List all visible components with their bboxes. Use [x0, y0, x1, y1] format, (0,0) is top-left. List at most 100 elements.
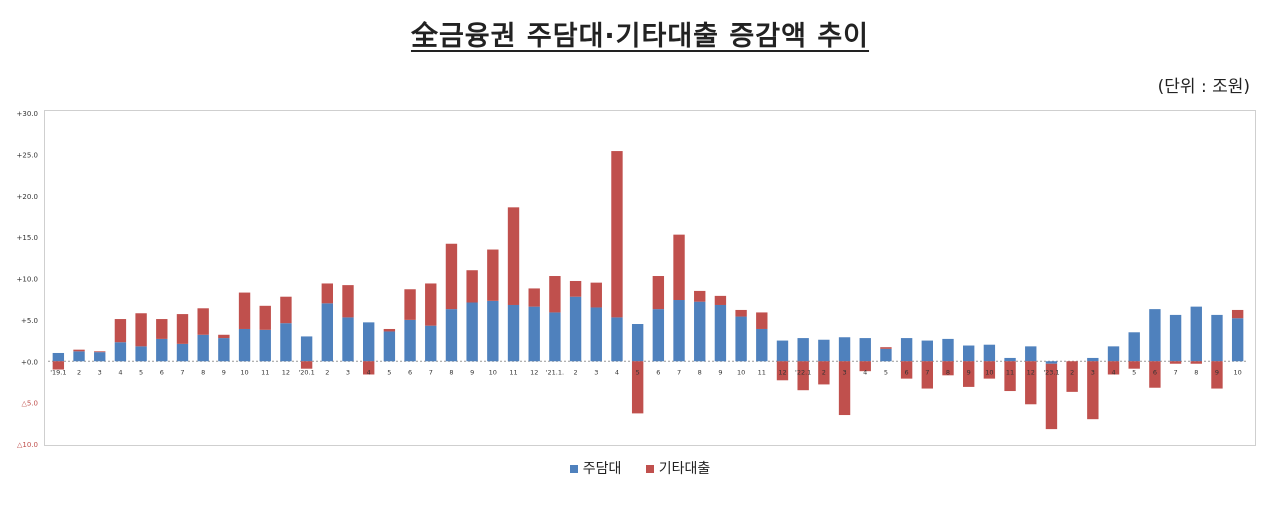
bar-mortgage [52, 352, 65, 362]
y-tick-label: +25.0 [17, 151, 38, 159]
bar-other-loans [425, 283, 437, 326]
bar-mortgage [694, 301, 706, 362]
bar-other-loans [1087, 361, 1099, 420]
x-tick-label: 10 [240, 368, 248, 376]
bar-mortgage [569, 296, 582, 362]
bar-other-loans [156, 319, 168, 339]
x-tick-label: 2 [77, 368, 81, 376]
x-tick-label: '19.1 [50, 368, 66, 376]
bar-other-loans [983, 361, 996, 379]
x-tick-label: '21.1. [546, 368, 564, 376]
x-tick-label: 9 [967, 368, 971, 376]
legend: 주담대 기타대출 [0, 458, 1280, 478]
bar-mortgage [342, 317, 354, 362]
bar-other-loans [652, 276, 665, 310]
plot-frame [44, 110, 1256, 446]
x-tick-label: 5 [884, 368, 888, 376]
x-tick-label: 4 [863, 368, 867, 376]
x-tick-label: 5 [636, 368, 640, 376]
bar-mortgage [363, 322, 375, 362]
x-tick-label: 2 [822, 368, 826, 376]
x-tick-label: 5 [139, 368, 143, 376]
x-tick-label: 4 [1111, 368, 1115, 376]
bar-mortgage [797, 338, 809, 362]
x-tick-label: 6 [1153, 368, 1157, 376]
bar-mortgage [838, 337, 851, 362]
bar-other-loans [73, 349, 85, 352]
y-tick-label: △5.0 [21, 400, 38, 408]
bar-other-loans [238, 292, 251, 329]
bar-mortgage [1169, 314, 1182, 362]
bar-other-loans [818, 361, 830, 385]
bar-mortgage [631, 324, 644, 362]
bar-mortgage [176, 343, 189, 362]
bar-mortgage [1190, 306, 1202, 362]
x-tick-label: 2 [325, 368, 329, 376]
bar-mortgage [466, 302, 478, 362]
bar-mortgage [1087, 357, 1099, 362]
bar-mortgage [259, 329, 271, 362]
bar-mortgage [135, 346, 147, 362]
bar-other-loans [756, 312, 768, 329]
bar-mortgage [942, 338, 954, 362]
x-tick-label: 3 [842, 368, 846, 376]
bar-mortgage [1231, 318, 1244, 362]
x-tick-label: 4 [367, 368, 371, 376]
bar-other-loans [880, 347, 892, 349]
bar-other-loans [673, 234, 685, 301]
x-tick-label: 7 [429, 368, 433, 376]
bar-other-loans [280, 296, 292, 324]
legend-item-other-loans: 기타대출 [645, 458, 710, 478]
x-tick-label: 7 [677, 368, 681, 376]
x-tick-label: 3 [346, 368, 350, 376]
bar-mortgage [404, 319, 416, 362]
bar-mortgage [673, 300, 685, 362]
x-tick-label: 3 [1091, 368, 1095, 376]
y-tick-label: △10.0 [17, 441, 38, 449]
bar-other-loans [1045, 363, 1058, 430]
x-tick-label: 3 [98, 368, 102, 376]
chart-title: 全금융권 주담대·기타대출 증감액 추이 [410, 21, 870, 52]
bar-mortgage [1211, 314, 1223, 362]
x-tick-label: '23.1 [1043, 368, 1059, 376]
y-tick-label: +5.0 [21, 317, 38, 325]
bar-other-loans [714, 295, 727, 305]
bar-other-loans [135, 313, 147, 347]
bar-other-loans [1231, 309, 1244, 319]
bar-other-loans [1211, 361, 1223, 389]
x-tick-label: 5 [387, 368, 391, 376]
legend-swatch-other-loans [645, 465, 654, 473]
bar-other-loans [921, 361, 933, 389]
x-tick-label: 6 [408, 368, 412, 376]
bar-other-loans [363, 361, 375, 375]
bar-mortgage [776, 340, 789, 362]
bar-other-loans [1149, 361, 1161, 388]
bar-other-loans [94, 351, 106, 353]
x-tick-label: 11 [758, 368, 766, 376]
bar-other-loans [218, 334, 230, 339]
bar-other-loans [383, 328, 396, 332]
x-tick-label: 8 [449, 368, 453, 376]
x-tick-label: 7 [1174, 368, 1178, 376]
bar-other-loans [1107, 361, 1120, 375]
x-tick-label: 8 [1194, 368, 1198, 376]
bar-other-loans [507, 207, 520, 305]
x-tick-label: 4 [615, 368, 619, 376]
bar-other-loans [487, 249, 499, 301]
bar-other-loans [321, 283, 333, 304]
bar-mortgage [714, 304, 727, 362]
x-tick-label: 2 [574, 368, 578, 376]
x-tick-label: 4 [118, 368, 122, 376]
bar-other-loans [549, 276, 561, 313]
x-tick-label: 6 [656, 368, 660, 376]
bar-other-loans [859, 361, 871, 372]
bar-mortgage [983, 344, 996, 362]
bar-mortgage [590, 307, 602, 362]
y-tick-label: +30.0 [17, 110, 38, 118]
x-tick-label: 9 [1215, 368, 1219, 376]
bar-other-loans [631, 361, 644, 414]
x-tick-label: 2 [1070, 368, 1074, 376]
bar-mortgage [963, 345, 975, 362]
bar-other-loans [963, 361, 975, 387]
